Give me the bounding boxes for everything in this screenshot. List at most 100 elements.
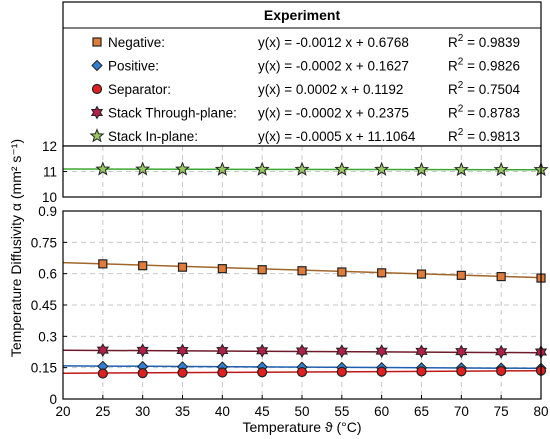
upper-series [62, 161, 549, 177]
data-point [135, 161, 151, 176]
legend-entry: Stack Through-plane: y(x) = -0.0002 x + 0… [90, 104, 520, 121]
data-point [495, 344, 508, 359]
x-tick-label: 30 [135, 404, 150, 419]
y-tick-label: 11 [43, 165, 57, 180]
data-point [217, 367, 228, 378]
data-point [335, 344, 348, 359]
x-tick-label: 20 [55, 404, 70, 419]
series-stack-in-plane [62, 161, 549, 177]
legend-entry-label: Separator: [108, 82, 171, 97]
data-point [453, 161, 469, 177]
lower-series [62, 259, 548, 379]
y-tick-label: 12 [42, 139, 57, 154]
x-tick-label: 60 [374, 404, 389, 419]
legend-entry-r2: R2 = 0.8783 [448, 104, 520, 121]
x-tick-label: 70 [454, 404, 469, 419]
legend-entry-label: Stack In-plane: [108, 129, 198, 144]
data-point [374, 161, 390, 176]
data-point [136, 343, 149, 358]
data-point [377, 268, 387, 278]
data-point [376, 366, 387, 377]
data-point [217, 264, 227, 274]
legend-entry-equation: y(x) = -0.0002 x + 0.1627 [258, 59, 409, 74]
lower-panel: 0 0.15 0.3 0.45 0.6 0.75 0.9 20 25 30 35 40 45 50 55 6… [31, 204, 549, 419]
legend-entry-equation: y(x) = 0.0002 x + 0.1192 [258, 82, 403, 97]
data-point [334, 161, 350, 176]
x-tick-label: 80 [533, 404, 548, 419]
legend-entry-equation: y(x) = -0.0012 x + 0.6768 [258, 35, 409, 50]
data-point [96, 343, 109, 358]
data-point [414, 161, 429, 177]
legend-entry-label: Positive: [108, 59, 159, 74]
data-point [177, 262, 188, 272]
legend-marker-diamond [91, 59, 103, 72]
legend-entry-equation: y(x) = -0.0005 x + 11.1064 [258, 129, 416, 144]
legend-entry-label: Stack Through-plane: [108, 106, 237, 121]
legend-entry-r2: R2 = 0.9813 [448, 127, 520, 144]
legend-marker-star [89, 128, 105, 143]
legend-box [62, 1, 542, 147]
y-tick-label: 0.6 [38, 267, 57, 282]
data-point [455, 344, 468, 359]
legend-title: Experiment [264, 7, 341, 23]
legend: Experiment Negative: y(x) = -0.0012 x + 0… [62, 1, 542, 147]
data-point [257, 367, 268, 378]
data-point [256, 343, 269, 358]
data-point [95, 161, 111, 176]
x-tick-label: 65 [414, 404, 429, 419]
legend-entry-r2: R2 = 0.7504 [448, 80, 520, 97]
data-point [257, 265, 267, 275]
y-tick-label: 0.15 [31, 361, 57, 376]
legend-entry-r2: R2 = 0.9839 [448, 33, 520, 50]
x-tick-label: 50 [294, 404, 309, 419]
data-point [493, 161, 509, 177]
x-tick-label: 25 [95, 404, 110, 419]
data-point [297, 266, 307, 276]
data-point [456, 366, 467, 377]
y-tick-label: 0.45 [31, 298, 57, 313]
data-point [496, 271, 506, 282]
data-point [175, 161, 190, 176]
data-point [254, 161, 270, 176]
legend-entry-r2: R2 = 0.9826 [448, 57, 520, 74]
data-point [336, 366, 347, 377]
data-point [416, 269, 427, 279]
x-tick-label: 75 [494, 404, 509, 419]
data-point [137, 367, 148, 379]
y-tick-label: 0 [49, 392, 57, 407]
y-tick-label: 0.3 [38, 329, 57, 344]
data-point [415, 344, 428, 359]
x-tick-label: 40 [215, 404, 230, 419]
x-tick-label: 45 [255, 404, 270, 419]
data-point [375, 344, 388, 359]
y-tick-label: 0.75 [31, 235, 57, 250]
y-tick-label: 0.9 [38, 204, 57, 219]
data-point [296, 366, 308, 378]
legend-entries: Negative: y(x) = -0.0012 x + 0.6768 R2 = 0… [89, 33, 520, 144]
series-stack-through-plane [62, 343, 548, 360]
x-tick-label: 55 [334, 404, 349, 419]
data-point [496, 365, 507, 377]
data-point [416, 366, 427, 377]
upper-panel: 10 11 12 [42, 139, 549, 205]
y-axis-label: Temperature Diffusivity α (mm² s⁻¹) [8, 139, 24, 357]
legend-entry-equation: y(x) = -0.0002 x + 0.2375 [258, 106, 409, 121]
y-tick-label: 10 [42, 190, 57, 205]
legend-entry: Negative: y(x) = -0.0012 x + 0.6768 R2 = 0… [92, 33, 520, 50]
lower-plot-border [62, 210, 542, 400]
legend-marker-square [92, 37, 102, 47]
legend-entry: Separator: y(x) = 0.0002 x + 0.1192 R2 = 0… [91, 80, 520, 97]
upper-y-tick-labels: 10 11 12 [42, 139, 67, 205]
data-point [97, 368, 108, 379]
legend-entry-label: Negative: [108, 35, 165, 50]
upper-plot-border [62, 145, 542, 198]
legend-marker-circle [91, 83, 103, 95]
x-axis-label: Temperature ϑ (°C) [242, 419, 361, 435]
legend-entry: Positive: y(x) = -0.0002 x + 0.1627 R2 = 0… [91, 57, 520, 74]
data-point [337, 267, 347, 277]
x-tick-labels: 20 25 30 35 40 45 50 55 60 65 70 75 80 [55, 395, 549, 419]
lower-y-tick-labels: 0 0.15 0.3 0.45 0.6 0.75 0.9 [31, 204, 67, 407]
data-point [216, 343, 229, 358]
legend-entry: Stack In-plane: y(x) = -0.0005 x + 11.106… [89, 127, 520, 144]
